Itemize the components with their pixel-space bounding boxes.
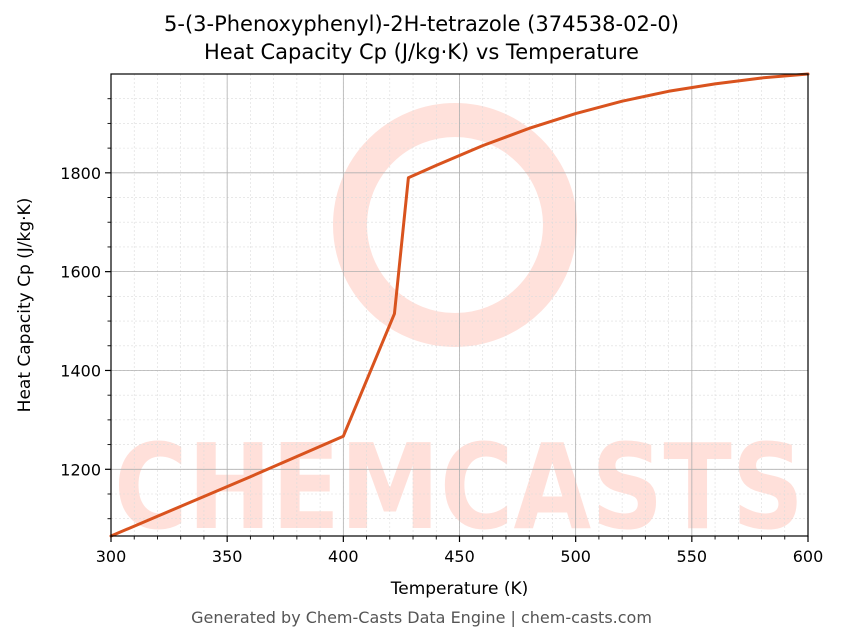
ticks-layer: 300 350 400 450 500 550 600 1200 1400 1600 1800 <box>60 98 824 566</box>
footer-credit: Generated by Chem-Casts Data Engine | ch… <box>191 608 652 627</box>
series-layer <box>109 72 810 538</box>
chart-title-line2: Heat Capacity Cp (J/kg·K) vs Temperature <box>204 40 639 64</box>
x-tick-label: 550 <box>677 547 708 566</box>
watermark-logo <box>333 103 577 347</box>
series-line-0 <box>109 72 810 538</box>
x-tick-label: 350 <box>212 547 243 566</box>
x-tick-label: 600 <box>793 547 824 566</box>
x-tick-label: 300 <box>96 547 127 566</box>
x-tick-label: 400 <box>328 547 359 566</box>
y-tick-label: 1400 <box>60 361 101 380</box>
watermark-text: CHEMCASTS <box>114 418 804 556</box>
y-axis-label: Heat Capacity Cp (J/kg·K) <box>15 198 35 413</box>
y-tick-label: 1600 <box>60 263 101 282</box>
chart-title-line1: 5-(3-Phenoxyphenyl)-2H-tetrazole (374538… <box>164 12 679 36</box>
y-tick-label: 1800 <box>60 164 101 183</box>
y-tick-label: 1200 <box>60 460 101 479</box>
x-axis-label: Temperature (K) <box>390 579 529 599</box>
x-tick-label: 500 <box>560 547 591 566</box>
x-tick-label: 450 <box>444 547 475 566</box>
